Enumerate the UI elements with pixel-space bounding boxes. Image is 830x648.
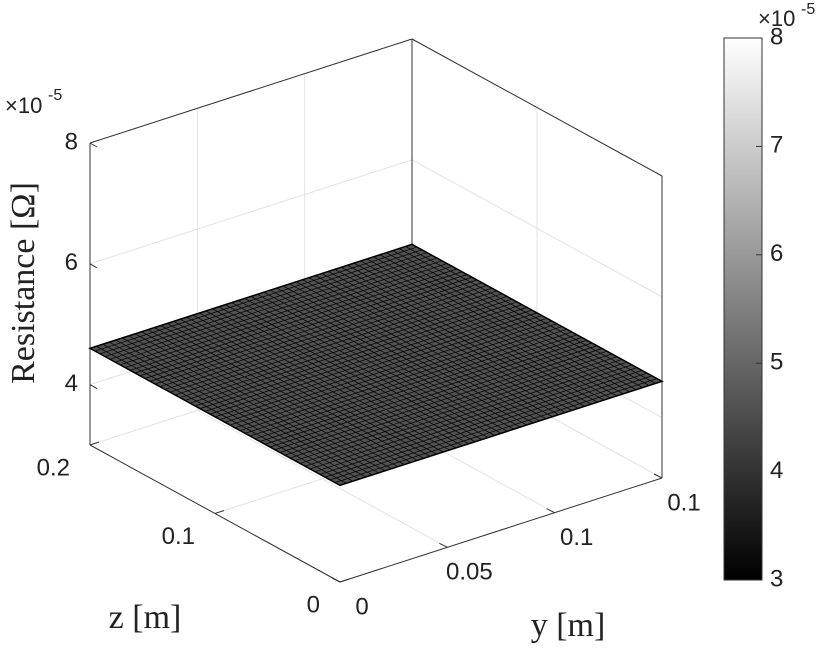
mesh-line [149, 276, 473, 382]
surface [88, 243, 664, 487]
tick-mark [331, 577, 341, 583]
y-tick-label: 0 [355, 593, 368, 620]
mesh-line [94, 246, 418, 352]
colorbar-tick-label: 7 [770, 132, 783, 159]
mesh-line [139, 271, 463, 377]
mesh-line [353, 262, 605, 401]
mesh-line [263, 291, 515, 430]
mesh-line [276, 287, 527, 426]
mesh-line [379, 254, 630, 393]
mesh-line [114, 257, 438, 363]
mesh-line [184, 296, 508, 401]
colorbar [723, 37, 763, 581]
tick-mark [653, 473, 663, 479]
tick-mark [89, 263, 98, 269]
mesh-line [321, 273, 573, 411]
tick-mark [439, 542, 448, 548]
z-exponent: -5 [48, 87, 62, 104]
mesh-line [144, 274, 468, 379]
mesh-line [340, 266, 592, 405]
mesh-line [154, 279, 478, 385]
mesh-line [189, 298, 513, 404]
mesh-line [204, 307, 528, 412]
mesh-line [302, 279, 553, 418]
mesh-line [315, 275, 566, 413]
x-axis-title: z [m] [109, 599, 182, 636]
mesh-line [373, 256, 624, 395]
mesh-line [109, 254, 433, 360]
mesh-line [328, 271, 579, 409]
tick-mark [89, 384, 98, 390]
colorbar-tick-label: 6 [770, 240, 783, 267]
mesh-line [99, 249, 423, 355]
axis-box [89, 38, 413, 144]
y-axis-title: y [m] [531, 607, 606, 644]
mesh-line [270, 289, 521, 428]
tick-mark [89, 441, 100, 446]
mesh-line [179, 293, 503, 399]
y-tick-label: 0.1 [560, 524, 593, 551]
mesh-line [360, 260, 611, 399]
grid-line [197, 409, 448, 548]
mesh-line [347, 264, 598, 403]
mesh-line [134, 268, 458, 374]
mesh-line [164, 285, 488, 390]
mesh-line [295, 281, 547, 420]
colorbar-tick-label: 3 [770, 565, 783, 592]
tick-mark [89, 142, 98, 148]
axis-box [339, 477, 663, 583]
z-exponent-base: ×10 [5, 93, 42, 118]
tick-mark [546, 508, 555, 514]
grid-line [411, 159, 663, 298]
colorbar-tick-label: 5 [770, 349, 783, 376]
mesh-line [366, 258, 618, 397]
mesh-line [405, 246, 656, 384]
mesh-line [169, 287, 493, 393]
mesh-line [194, 301, 518, 407]
mesh-line [386, 252, 637, 390]
grid-line [89, 159, 413, 265]
mesh-line [257, 293, 508, 432]
axis-box [411, 38, 663, 177]
colorbar-tick-label: 8 [770, 23, 783, 50]
mesh-line [392, 250, 643, 388]
tick-mark [339, 578, 350, 583]
x-tick-label: 0.1 [162, 523, 195, 550]
z-tick-label: 4 [65, 370, 78, 397]
mesh-line [283, 285, 534, 424]
x-tick-label: 0 [307, 591, 320, 618]
mesh-line [289, 283, 540, 422]
mesh-line [308, 277, 560, 415]
mesh-line [209, 309, 533, 415]
y-tick-label: 0.05 [446, 559, 493, 586]
mesh-line [104, 252, 428, 357]
tick-mark [214, 510, 225, 514]
mesh-line [119, 260, 443, 366]
mesh-line [124, 263, 448, 368]
mesh-line [129, 265, 453, 371]
mesh-line [334, 269, 585, 407]
y-tick-label: 0.1 [667, 489, 700, 516]
mesh-line [199, 304, 523, 409]
x-tick-label: 0.2 [37, 454, 70, 481]
colorbar-tick-label: 4 [770, 457, 783, 484]
z-tick-label: 8 [65, 128, 78, 155]
mesh-line [398, 248, 650, 386]
z-tick-label: 6 [65, 249, 78, 276]
colorbar-exponent: -5 [801, 1, 815, 18]
mesh-line [159, 282, 483, 388]
mesh-line [174, 290, 498, 396]
z-axis-title: Resistance [Ω] [5, 182, 42, 384]
mesh-line [250, 296, 502, 434]
colorbar-exponent-base: ×10 [758, 6, 795, 31]
